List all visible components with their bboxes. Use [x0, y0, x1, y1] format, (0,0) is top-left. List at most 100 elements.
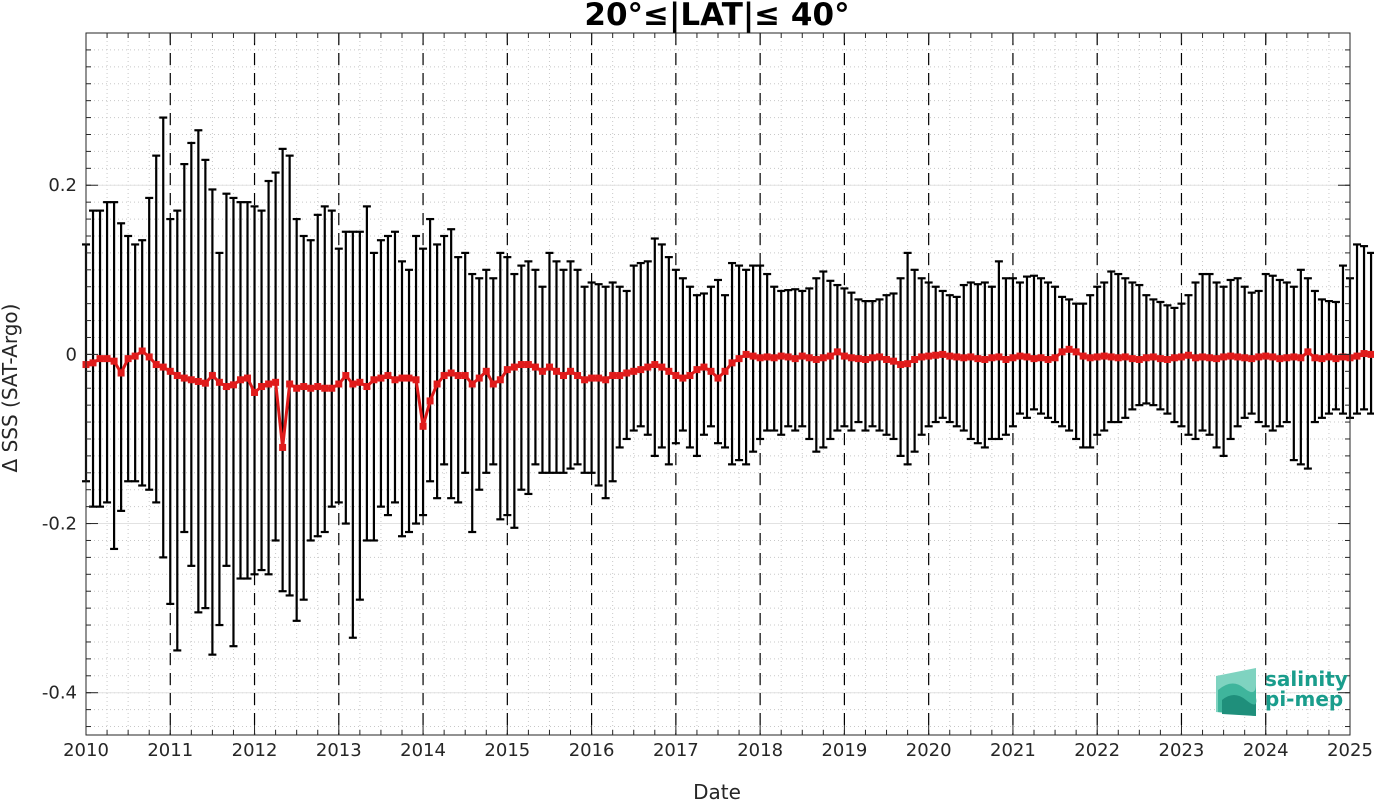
mean-point — [349, 380, 357, 388]
mean-point — [644, 363, 652, 371]
mean-point — [777, 352, 785, 360]
mean-point — [110, 357, 118, 365]
mean-point — [1114, 354, 1122, 362]
mean-point — [461, 372, 469, 380]
mean-point — [714, 374, 722, 382]
y-axis-ticks: -0.4 -0.2 0 0.2 — [42, 49, 1350, 728]
mean-point — [1016, 352, 1024, 360]
mean-point — [925, 352, 933, 360]
mean-point — [286, 380, 294, 388]
mean-point — [1044, 355, 1052, 363]
mean-point — [609, 372, 617, 380]
mean-point — [854, 355, 862, 363]
mean-series — [82, 345, 1374, 451]
mean-point — [1262, 352, 1270, 360]
mean-point — [707, 367, 715, 375]
mean-point — [876, 353, 884, 361]
mean-point — [693, 366, 701, 374]
mean-point — [370, 376, 378, 384]
mean-point — [1002, 355, 1010, 363]
mean-point — [595, 374, 603, 382]
x-tick-label: 2011 — [147, 740, 193, 761]
mean-point — [1009, 354, 1017, 362]
mean-point — [911, 355, 919, 363]
mean-point — [510, 363, 518, 371]
mean-point — [1100, 352, 1108, 360]
mean-point — [616, 372, 624, 380]
mean-point — [890, 357, 898, 365]
mean-point — [342, 372, 350, 380]
mean-point — [328, 384, 336, 392]
mean-point — [1269, 353, 1277, 361]
mean-point — [1142, 354, 1150, 362]
mean-point — [805, 354, 813, 362]
mean-point — [1332, 355, 1340, 363]
mean-point — [517, 361, 525, 369]
mean-point — [560, 372, 568, 380]
mean-point — [293, 384, 301, 392]
mean-point — [426, 397, 434, 405]
mean-point — [398, 374, 406, 382]
mean-point — [967, 353, 975, 361]
mean-point — [1058, 348, 1066, 356]
mean-point — [222, 383, 230, 391]
mean-point — [433, 380, 441, 388]
mean-point — [1325, 353, 1333, 361]
mean-point — [384, 372, 392, 380]
mean-point — [784, 353, 792, 361]
mean-point — [321, 384, 329, 392]
mean-point — [763, 353, 771, 361]
mean-point — [686, 372, 694, 380]
mean-point — [272, 378, 280, 386]
mean-point — [798, 352, 806, 360]
mean-point — [665, 367, 673, 375]
mean-point — [1290, 353, 1298, 361]
mean-point — [1170, 354, 1178, 362]
mean-point — [826, 352, 834, 360]
mean-point — [861, 355, 869, 363]
mean-point — [1311, 354, 1319, 362]
x-tick-label: 2018 — [737, 740, 783, 761]
mean-point — [953, 353, 961, 361]
mean-point — [356, 378, 364, 386]
mean-point — [735, 355, 743, 363]
mean-point — [602, 376, 610, 384]
mean-point — [721, 367, 729, 375]
logo-text-line1: salinity — [1265, 667, 1348, 691]
mean-point — [244, 374, 252, 382]
mean-point — [1093, 353, 1101, 361]
mean-point — [1339, 353, 1347, 361]
mean-point — [819, 354, 827, 362]
mean-point — [1156, 355, 1164, 363]
x-axis-label: Date — [693, 780, 741, 801]
mean-point — [419, 422, 427, 430]
mean-point — [1283, 354, 1291, 362]
y-axis-label: Δ SSS (SAT-Argo) — [0, 304, 22, 473]
mean-point — [1297, 354, 1305, 362]
x-tick-label: 2017 — [653, 740, 699, 761]
mean-point — [1184, 351, 1192, 359]
mean-point — [883, 355, 891, 363]
mean-point — [1227, 352, 1235, 360]
mean-point — [1220, 353, 1228, 361]
mean-point — [307, 384, 315, 392]
mean-point — [454, 372, 462, 380]
mean-point — [1276, 355, 1284, 363]
mean-point — [1030, 355, 1038, 363]
mean-point — [567, 367, 575, 375]
x-tick-label: 2015 — [484, 740, 530, 761]
salinity-pi-mep-logo: salinity pi-mep — [1216, 667, 1348, 716]
x-tick-label: 2012 — [232, 740, 278, 761]
mean-point — [939, 350, 947, 358]
mean-point — [131, 352, 139, 360]
mean-point — [946, 352, 954, 360]
mean-point — [447, 369, 455, 377]
mean-point — [475, 374, 483, 382]
mean-point — [700, 363, 708, 371]
mean-point — [623, 369, 631, 377]
mean-point — [279, 443, 287, 451]
mean-point — [1107, 353, 1115, 361]
mean-point — [742, 350, 750, 358]
x-tick-label: 2022 — [1074, 740, 1120, 761]
mean-point — [503, 366, 511, 374]
